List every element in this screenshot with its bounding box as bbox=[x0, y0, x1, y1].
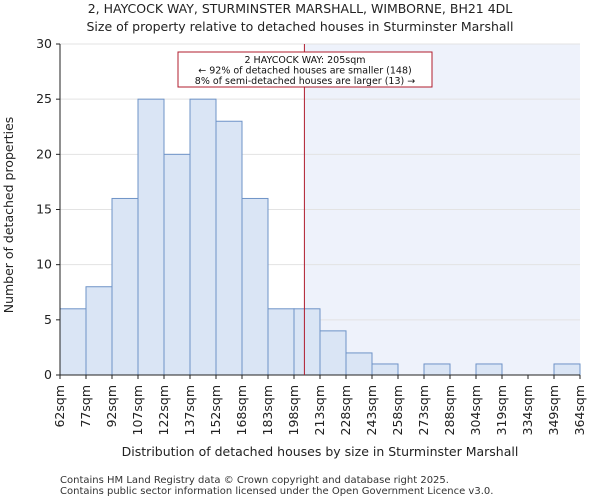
chart-title-line1: 2, HAYCOCK WAY, STURMINSTER MARSHALL, WI… bbox=[88, 1, 513, 16]
y-tick-label: 25 bbox=[36, 91, 52, 106]
bar bbox=[137, 98, 165, 376]
x-tick-label: 168sqm bbox=[234, 385, 249, 435]
footer-line1: Contains HM Land Registry data © Crown c… bbox=[60, 475, 449, 486]
y-tick-label: 10 bbox=[36, 257, 52, 272]
plot-area: 0 5 10 15 20 25 30 62sqm 77sqm 92sqm 107sqm 122sqm 1… bbox=[36, 36, 587, 435]
x-tick-label: 107sqm bbox=[130, 385, 145, 435]
x-tick-label: 228sqm bbox=[338, 385, 353, 435]
x-tick-label: 304sqm bbox=[468, 385, 483, 435]
y-tick-label: 5 bbox=[44, 312, 52, 327]
bar bbox=[319, 330, 347, 376]
x-tick-label: 243sqm bbox=[364, 385, 379, 435]
annotation-line-1: 2 HAYCOCK WAY: 205sqm bbox=[244, 55, 365, 66]
bar bbox=[163, 153, 191, 376]
x-tick-label: 288sqm bbox=[442, 385, 457, 435]
x-tick-label: 62sqm bbox=[52, 385, 67, 428]
x-tick-label: 183sqm bbox=[260, 385, 275, 435]
bar bbox=[267, 308, 295, 376]
y-axis-label: Number of detached properties bbox=[1, 117, 16, 314]
bar bbox=[553, 363, 581, 376]
x-tick-label: 77sqm bbox=[78, 385, 93, 428]
annotation-line-3: 8% of semi-detached houses are larger (1… bbox=[195, 76, 415, 87]
x-tick-label: 319sqm bbox=[494, 385, 509, 435]
bar bbox=[475, 363, 503, 376]
x-tick-label: 122sqm bbox=[156, 385, 171, 435]
x-tick-label: 198sqm bbox=[286, 385, 301, 435]
x-tick-label: 273sqm bbox=[416, 385, 431, 435]
chart-title-line2: Size of property relative to detached ho… bbox=[86, 19, 513, 34]
bar bbox=[371, 363, 399, 376]
footer-line2: Contains public sector information licen… bbox=[60, 486, 493, 497]
annotation-line-2: ← 92% of detached houses are smaller (14… bbox=[198, 66, 411, 77]
annotation-box bbox=[177, 51, 433, 88]
bar bbox=[59, 308, 87, 376]
bar bbox=[293, 308, 321, 376]
y-tick-label: 0 bbox=[44, 367, 52, 382]
x-tick-label: 334sqm bbox=[520, 385, 535, 435]
y-tick-label: 15 bbox=[36, 202, 52, 217]
x-tick-label: 213sqm bbox=[312, 385, 327, 435]
x-tick-label: 137sqm bbox=[182, 385, 197, 435]
x-tick-label: 92sqm bbox=[104, 385, 119, 428]
x-tick-label: 258sqm bbox=[390, 385, 405, 435]
bar bbox=[423, 363, 451, 376]
x-tick-label: 152sqm bbox=[208, 385, 223, 435]
bar bbox=[345, 352, 373, 376]
y-tick-label: 20 bbox=[36, 146, 52, 161]
x-axis-label: Distribution of detached houses by size … bbox=[122, 444, 519, 459]
bar bbox=[111, 197, 139, 376]
x-tick-label: 364sqm bbox=[572, 385, 587, 435]
bar bbox=[241, 197, 269, 376]
bar bbox=[215, 120, 243, 376]
y-tick-label: 30 bbox=[36, 36, 52, 51]
bar bbox=[189, 98, 217, 376]
x-tick-label: 349sqm bbox=[546, 385, 561, 435]
bar bbox=[85, 286, 113, 376]
